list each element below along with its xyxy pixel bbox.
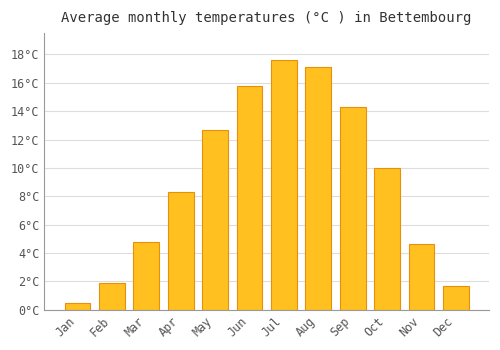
Bar bbox=[64, 303, 90, 310]
Bar bbox=[443, 286, 468, 310]
Bar bbox=[202, 130, 228, 310]
Bar bbox=[374, 168, 400, 310]
Title: Average monthly temperatures (°C ) in Bettembourg: Average monthly temperatures (°C ) in Be… bbox=[62, 11, 472, 25]
Bar bbox=[99, 283, 125, 310]
Bar bbox=[340, 107, 365, 310]
Bar bbox=[168, 192, 194, 310]
Bar bbox=[271, 60, 297, 310]
Bar bbox=[134, 241, 159, 310]
Bar bbox=[306, 67, 331, 310]
Bar bbox=[236, 86, 262, 310]
Bar bbox=[408, 245, 434, 310]
